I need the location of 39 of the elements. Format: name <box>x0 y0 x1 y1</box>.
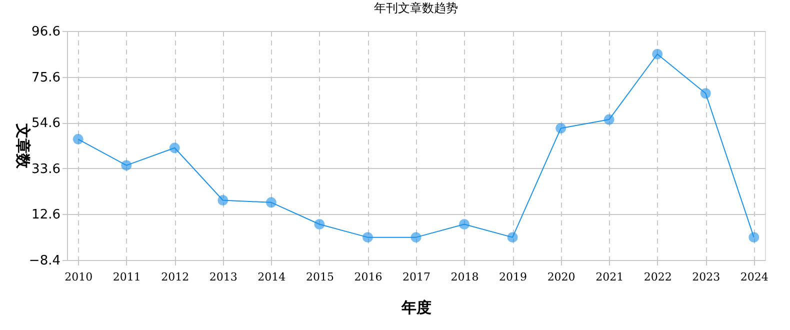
point <box>218 195 228 206</box>
y-tick-label: 75.6 <box>32 70 60 86</box>
y-tick-label: −8.4 <box>28 254 60 268</box>
point <box>266 197 276 208</box>
x-tick-label: 2010 <box>64 270 93 284</box>
point <box>314 219 325 230</box>
x-tick-label: 2015 <box>306 270 334 284</box>
y-axis-title: 文章数 <box>14 122 32 170</box>
y-tick-label: 96.6 <box>32 24 60 40</box>
point <box>652 48 663 60</box>
point <box>507 232 518 243</box>
x-tick-label: 2021 <box>596 270 624 284</box>
x-tick-label: 2023 <box>692 270 720 284</box>
point <box>556 123 566 134</box>
point <box>459 219 470 230</box>
chart-title: 年刊文章数趋势 <box>374 1 458 15</box>
point <box>604 114 614 125</box>
x-tick-label: 2018 <box>450 270 479 284</box>
x-tick-label: 2014 <box>258 270 286 284</box>
x-tick-label: 2017 <box>402 270 430 284</box>
x-tick-label: 2024 <box>740 270 768 284</box>
x-tick-label: 2020 <box>547 270 576 284</box>
point <box>748 232 760 243</box>
x-axis-title: 年度 <box>400 298 432 316</box>
x-tick-label: 2012 <box>161 270 190 284</box>
point <box>362 232 373 243</box>
y-tick-label: 12.6 <box>32 208 60 223</box>
point <box>121 160 132 171</box>
x-tick-label: 2016 <box>354 270 382 284</box>
x-tick-label: 2013 <box>209 270 238 284</box>
point <box>410 232 422 243</box>
y-tick-label: 33.6 <box>32 162 60 177</box>
x-tick-label: 2019 <box>499 270 528 284</box>
x-tick-label: 2022 <box>644 270 672 284</box>
y-tick-label: 54.6 <box>32 116 60 132</box>
point <box>169 142 180 154</box>
x-tick-label: 2011 <box>112 270 141 284</box>
point <box>72 134 84 144</box>
point <box>700 88 711 99</box>
